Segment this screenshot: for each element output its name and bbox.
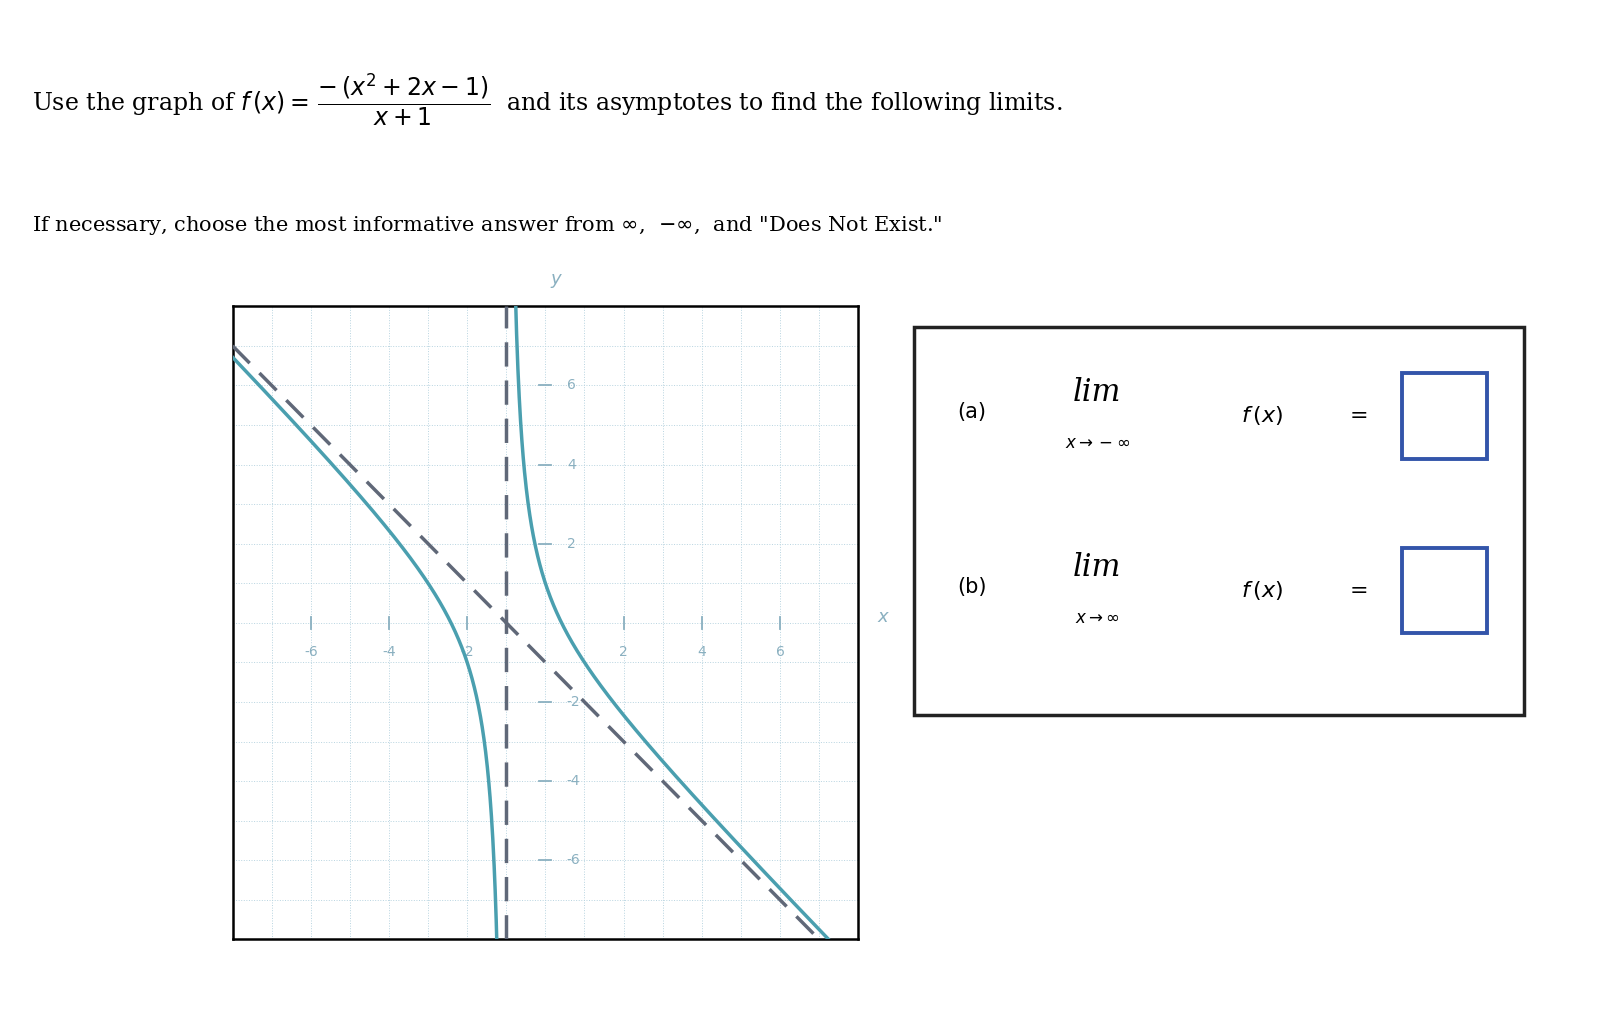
Text: lim: lim bbox=[1073, 377, 1121, 408]
Text: 4: 4 bbox=[566, 457, 576, 472]
Text: -4: -4 bbox=[382, 644, 396, 659]
Text: $f\,(x)$: $f\,(x)$ bbox=[1240, 404, 1283, 428]
Text: Use the graph of $f\,(x)=\,\dfrac{-\,(x^2+2x-1)}{x+1}$  and its asymptotes to fi: Use the graph of $f\,(x)=\,\dfrac{-\,(x^… bbox=[32, 71, 1062, 128]
Text: -6: -6 bbox=[303, 644, 318, 659]
Text: 6: 6 bbox=[566, 379, 576, 392]
Text: $f\,(x)$: $f\,(x)$ bbox=[1240, 579, 1283, 602]
Text: (a): (a) bbox=[958, 402, 986, 422]
Text: -2: -2 bbox=[460, 644, 473, 659]
Text: lim: lim bbox=[1073, 551, 1121, 583]
Text: $x \rightarrow -\infty$: $x \rightarrow -\infty$ bbox=[1065, 434, 1129, 452]
Text: 2: 2 bbox=[619, 644, 627, 659]
Text: 6: 6 bbox=[775, 644, 784, 659]
Text: 4: 4 bbox=[698, 644, 706, 659]
Text: If necessary, choose the most informative answer from $\infty$,  $-\infty$,  and: If necessary, choose the most informativ… bbox=[32, 214, 942, 238]
Text: -6: -6 bbox=[566, 854, 581, 867]
Text: 2: 2 bbox=[566, 537, 576, 550]
Text: =: = bbox=[1351, 406, 1368, 426]
Text: =: = bbox=[1351, 581, 1368, 600]
Text: $x \rightarrow \infty$: $x \rightarrow \infty$ bbox=[1075, 609, 1120, 627]
Text: -2: -2 bbox=[566, 695, 581, 709]
Text: -4: -4 bbox=[566, 774, 581, 788]
Text: $y$: $y$ bbox=[550, 272, 563, 290]
Text: (b): (b) bbox=[958, 577, 986, 596]
Text: $x$: $x$ bbox=[877, 607, 890, 626]
